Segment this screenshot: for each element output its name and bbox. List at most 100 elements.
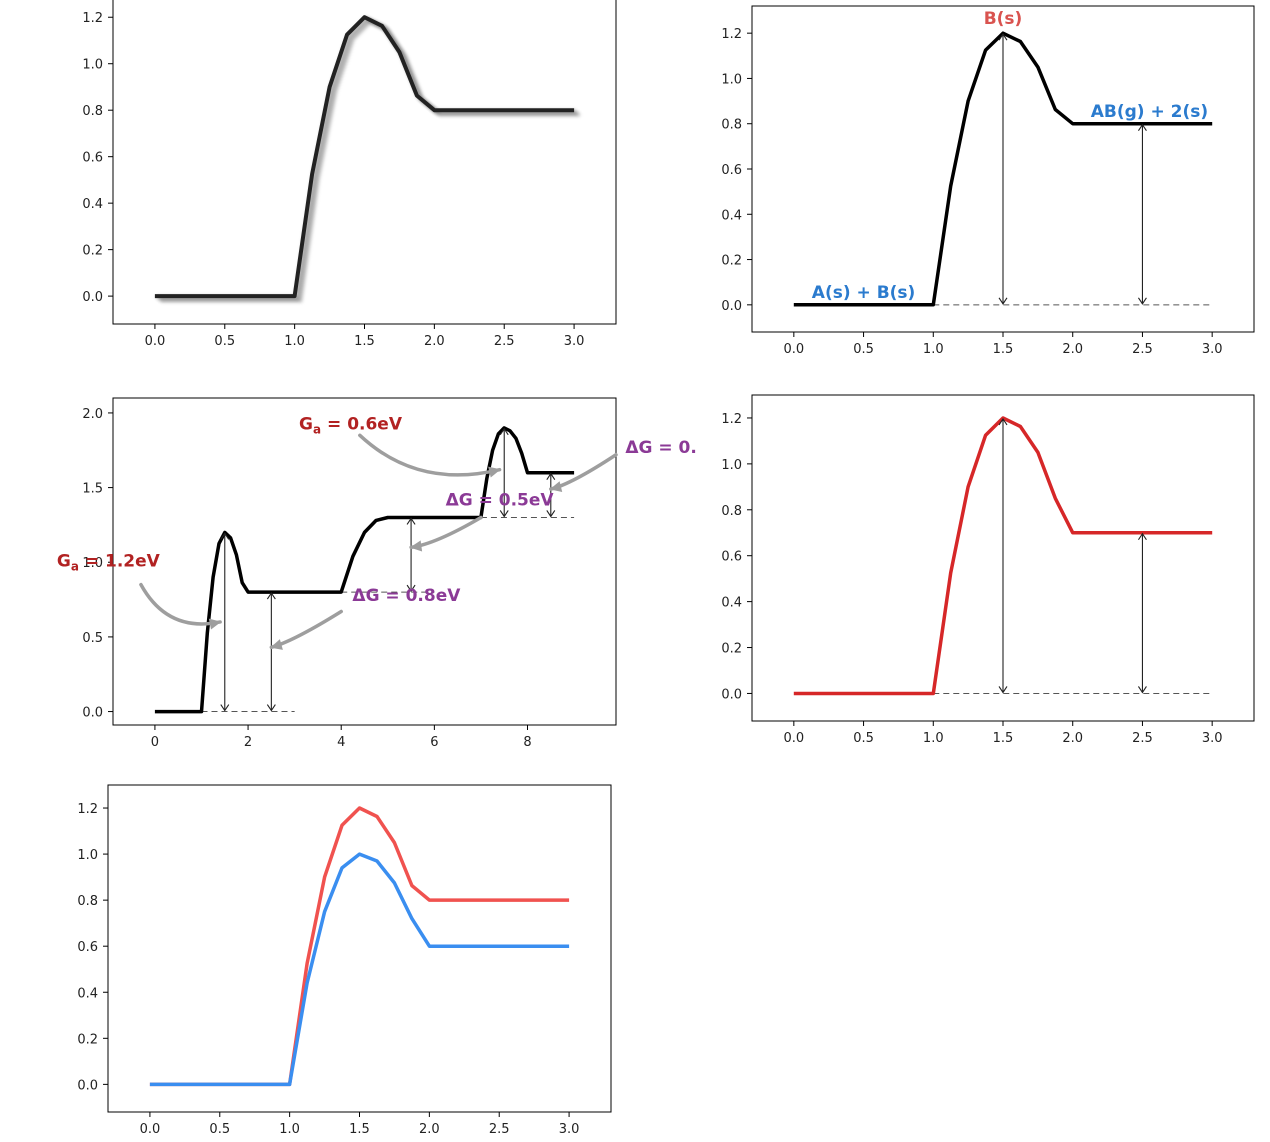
x-tick-label: 8 [523, 735, 531, 750]
x-tick-label: 1.5 [993, 731, 1014, 746]
series-shadow-layer [159, 18, 579, 302]
y-tick-label: 0.6 [721, 550, 742, 565]
y-tick-label: 1.2 [77, 802, 98, 817]
y-tick-label: 0.8 [721, 118, 742, 133]
x-tick-label: 1.5 [354, 334, 375, 349]
double-arrow [1137, 123, 1147, 305]
x-tick-label: 0.5 [853, 342, 874, 357]
y-tick-label: 0.8 [77, 894, 98, 909]
x-tick-label: 2.5 [1132, 342, 1153, 357]
annotation-label: Ga = 1.2eV [57, 552, 161, 574]
series-line [149, 852, 570, 1087]
y-tick-label: 1.2 [721, 27, 742, 42]
panel-middle-right-red-profile: 0.0 0.5 1.0 1.5 2.0 2.5 3.0 0.0 0.2 0.4 0.6 0.8 1.0 1… [721, 394, 1255, 746]
x-tick-label: 2.0 [1062, 731, 1083, 746]
y-tick-label: 1.0 [77, 848, 98, 863]
series-line [149, 806, 570, 1087]
y-tick-label: 1.0 [82, 556, 103, 571]
x-tick-label: 2.5 [1132, 731, 1153, 746]
annotation-label: AB(g) + 2(s) [1091, 102, 1208, 122]
x-tick-label: 0.5 [853, 731, 874, 746]
curved-annotation-arrow [269, 609, 343, 650]
y-tick-label: 1.0 [82, 58, 103, 73]
curved-annotation-arrow [358, 433, 502, 478]
annotation-label: ΔG = 0.8eV [352, 586, 461, 606]
series-line [154, 426, 575, 714]
y-tick-label: 0.2 [721, 642, 742, 657]
x-tick-label: 1.5 [993, 342, 1014, 357]
x-tick-label: 2.0 [1062, 342, 1083, 357]
y-tick-label: 0.6 [721, 163, 742, 178]
annotation-label: A(s) + B(s) [812, 283, 916, 303]
curved-annotation-arrow [549, 452, 618, 493]
y-tick-label: 1.0 [721, 72, 742, 87]
double-arrow [998, 33, 1008, 305]
y-tick-label: 1.5 [82, 482, 103, 497]
x-tick-label: 1.0 [279, 1122, 300, 1137]
plot-frame [112, 397, 617, 726]
y-tick-label: 1.2 [721, 412, 742, 427]
y-tick-label: 0.2 [82, 244, 103, 259]
y-tick-label: 0.0 [77, 1078, 98, 1093]
annotation-label: ΔG = 0. [625, 438, 696, 458]
y-tick-label: 0.4 [82, 197, 103, 212]
series-shadow-layer [158, 17, 579, 302]
x-tick-label: 0.5 [209, 1122, 230, 1137]
y-tick-label: 0.4 [721, 596, 742, 611]
annotation-label: Ga = 0.6eV [299, 414, 403, 436]
series-shadow-layer [161, 19, 581, 303]
y-tick-label: 0.0 [721, 687, 742, 702]
x-tick-label: 4 [337, 735, 345, 750]
double-arrow [220, 532, 230, 712]
x-tick-label: 3.0 [1202, 342, 1223, 357]
x-tick-label: 2.5 [494, 334, 515, 349]
y-tick-label: 2.0 [82, 407, 103, 422]
series-shadow-layer [158, 17, 578, 301]
x-tick-label: 6 [430, 735, 438, 750]
plot-frame [107, 784, 612, 1113]
x-tick-label: 0.0 [783, 731, 804, 746]
annotation-label: B(s) [984, 9, 1023, 29]
plot-frame [112, 0, 617, 325]
y-tick-label: 1.2 [82, 11, 103, 26]
x-tick-label: 2.0 [424, 334, 445, 349]
series-shadow-layer [156, 15, 576, 300]
y-tick-label: 1.0 [721, 458, 742, 473]
double-arrow [998, 417, 1008, 694]
y-tick-label: 0.6 [77, 940, 98, 955]
y-tick-label: 0.4 [721, 208, 742, 223]
double-arrow [266, 592, 276, 712]
x-tick-label: 1.0 [923, 731, 944, 746]
x-tick-label: 0.5 [214, 334, 235, 349]
curved-annotation-arrow [139, 582, 222, 630]
series-shadow-layer [155, 15, 575, 299]
panel-bottom-left-two-curves: 0.0 0.5 1.0 1.5 2.0 2.5 3.0 0.0 0.2 0.4 0.6 0.8 1.0 1… [77, 784, 612, 1137]
y-tick-label: 0.4 [77, 986, 98, 1001]
x-tick-label: 3.0 [1202, 731, 1223, 746]
x-tick-label: 2 [244, 735, 252, 750]
y-tick-label: 0.0 [82, 290, 103, 305]
double-arrow [499, 427, 509, 518]
panel-top-left-shaded-profile: 0.0 0.5 1.0 1.5 2.0 2.5 3.0 0.0 0.2 0.4 0.6 0.8 1.0 1… [82, 0, 617, 349]
x-tick-label: 1.0 [284, 334, 305, 349]
x-tick-label: 0.0 [145, 334, 166, 349]
x-tick-label: 2.0 [419, 1122, 440, 1137]
double-arrow [546, 472, 556, 518]
x-tick-label: 1.0 [923, 342, 944, 357]
x-tick-label: 0.0 [783, 342, 804, 357]
double-arrow [406, 517, 416, 593]
y-tick-label: 0.8 [721, 504, 742, 519]
y-tick-label: 0.0 [82, 706, 103, 721]
annotation-label: ΔG = 0.5eV [446, 491, 555, 511]
y-tick-label: 0.2 [77, 1032, 98, 1047]
x-tick-label: 3.0 [564, 334, 585, 349]
curved-annotation-arrow [409, 515, 483, 552]
series-shadow-layer [157, 16, 577, 300]
panel-top-right-labeled-profile: 0.0 0.5 1.0 1.5 2.0 2.5 3.0 0.0 0.2 0.4 0.6 0.8 1.0 1… [721, 5, 1255, 357]
x-tick-label: 0.0 [140, 1122, 161, 1137]
series-line [154, 15, 575, 299]
x-tick-label: 0 [151, 735, 159, 750]
y-tick-label: 0.6 [82, 151, 103, 166]
panel-middle-left-multistep-profile: 0 2 4 6 8 0.0 0.5 1.0 1.5 2.0 Ga = 1.2eV ΔG = 0.8eV… [57, 397, 697, 750]
